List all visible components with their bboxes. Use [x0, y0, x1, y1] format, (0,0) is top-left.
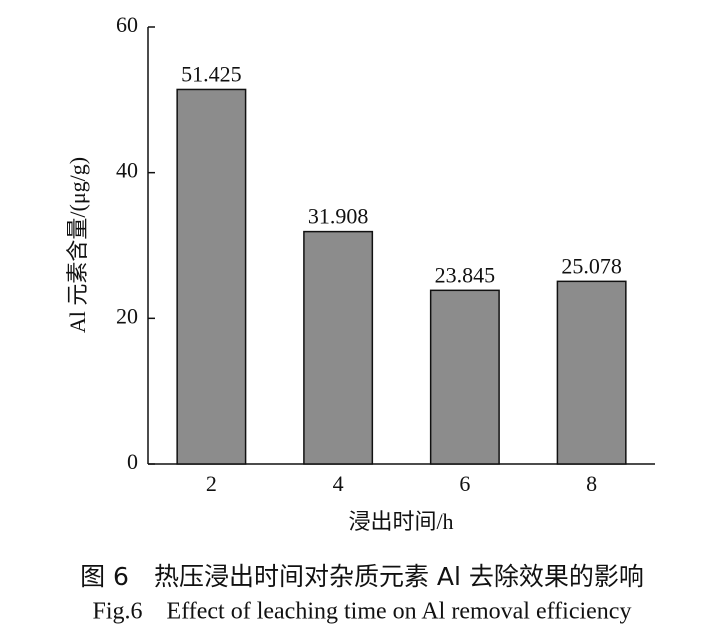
x-tick-label: 6 — [459, 471, 470, 496]
y-tick-label: 60 — [116, 12, 138, 37]
value-label: 23.845 — [435, 262, 496, 287]
x-tick-label: 4 — [333, 471, 344, 496]
x-tick-label: 8 — [586, 471, 597, 496]
bar — [176, 88, 247, 465]
x-tick-label: 2 — [206, 471, 217, 496]
bar — [429, 289, 500, 465]
value-label: 31.908 — [308, 204, 369, 229]
y-tick-label: 20 — [116, 303, 138, 328]
value-label: 51.425 — [181, 62, 242, 87]
value-label: 25.078 — [561, 253, 622, 278]
x-axis-label: 浸出时间/h — [348, 509, 453, 534]
caption-zh: 图 6 热压浸出时间对杂质元素 Al 去除效果的影响 — [80, 562, 644, 591]
y-tick-label: 40 — [116, 158, 138, 183]
bar — [556, 280, 627, 465]
caption-en: Fig.6 Effect of leaching time on Al remo… — [93, 599, 632, 625]
y-axis-label: Al 元素含量/(μg/g) — [65, 157, 90, 333]
bar — [303, 230, 374, 465]
y-tick-label: 0 — [127, 449, 138, 474]
